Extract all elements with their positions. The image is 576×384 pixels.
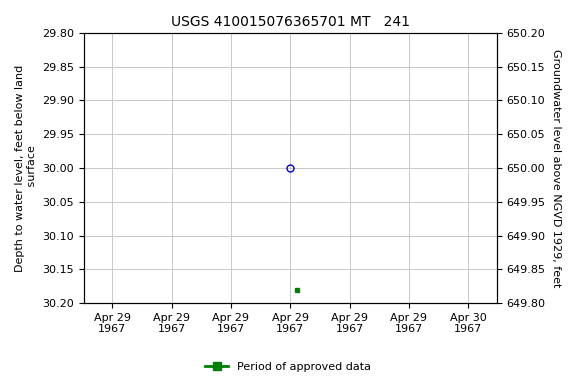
- Y-axis label: Depth to water level, feet below land
 surface: Depth to water level, feet below land su…: [15, 65, 37, 271]
- Legend: Period of approved data: Period of approved data: [201, 358, 375, 377]
- Y-axis label: Groundwater level above NGVD 1929, feet: Groundwater level above NGVD 1929, feet: [551, 49, 561, 287]
- Title: USGS 410015076365701 MT   241: USGS 410015076365701 MT 241: [171, 15, 410, 29]
